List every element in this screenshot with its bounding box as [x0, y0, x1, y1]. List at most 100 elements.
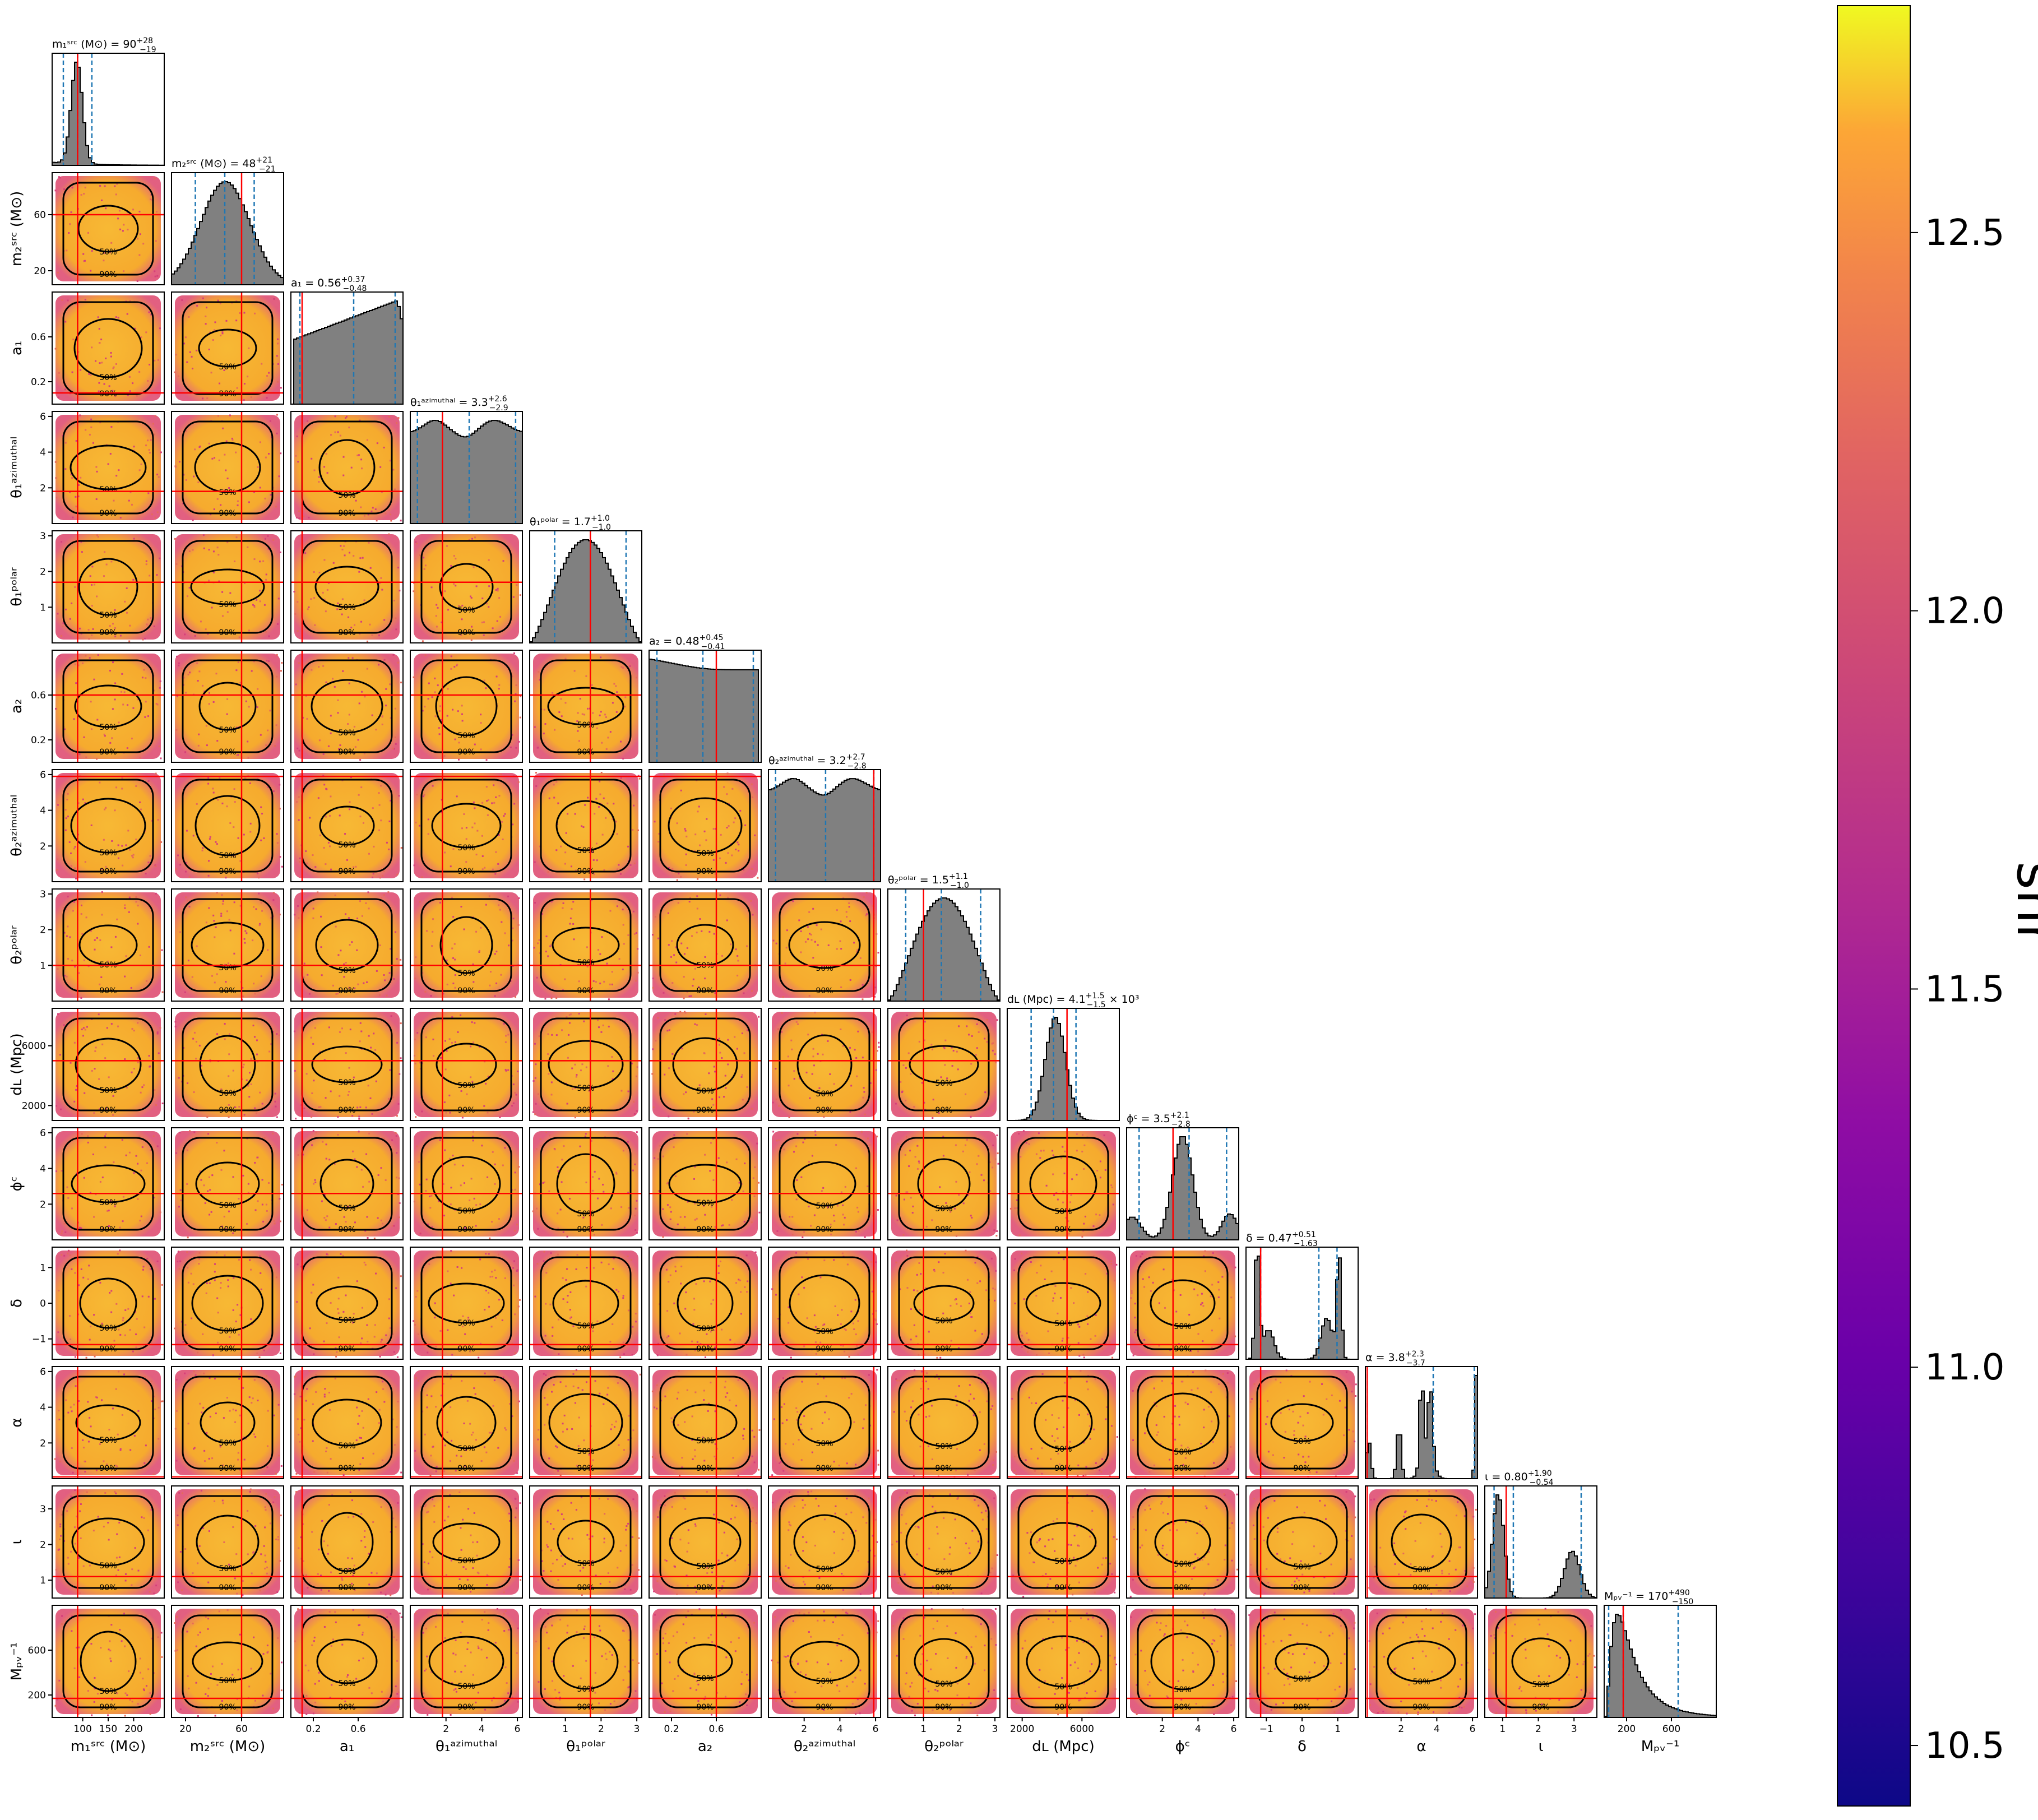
scatter-point: [83, 1177, 85, 1179]
scatter-point: [372, 876, 374, 878]
scatter-point: [616, 833, 618, 835]
scatter-point: [552, 692, 554, 694]
scatter-point: [855, 1230, 857, 1233]
scatter-point: [192, 1038, 194, 1040]
scatter-point: [323, 784, 326, 786]
scatter-point: [216, 1033, 219, 1035]
scatter-point: [358, 454, 360, 456]
scatter-point: [67, 925, 69, 928]
scatter-point: [907, 1052, 910, 1054]
scatter-point: [816, 1373, 818, 1376]
scatter-point: [620, 740, 622, 743]
scatter-point: [923, 1353, 925, 1355]
contour-label-50: 50%: [577, 846, 594, 855]
scatter-point: [504, 1068, 507, 1071]
scatter-point: [516, 584, 518, 586]
scatter-point: [603, 1191, 605, 1193]
scatter-point: [69, 618, 71, 620]
scatter-point: [306, 717, 308, 720]
scatter-point: [680, 876, 682, 878]
scatter-point: [196, 945, 198, 947]
scatter-point: [235, 319, 238, 322]
scatter-point: [498, 597, 501, 599]
scatter-point: [585, 1182, 587, 1184]
scatter-point: [1309, 1381, 1311, 1383]
scatter-point: [473, 1197, 475, 1200]
scatter-point: [1020, 1156, 1022, 1158]
scatter-point: [1034, 1470, 1036, 1472]
scatter-point: [369, 1097, 372, 1099]
scatter-point: [464, 1465, 466, 1467]
scatter-point: [345, 415, 348, 418]
scatter-point: [400, 847, 402, 849]
scatter-point: [421, 876, 423, 878]
scatter-point: [712, 1299, 715, 1301]
scatter-point: [483, 679, 485, 682]
scatter-point: [1308, 1456, 1310, 1458]
y-tick-label: 0: [40, 1298, 46, 1309]
scatter-point: [443, 755, 446, 757]
scatter-point: [452, 1155, 454, 1157]
scatter-point: [358, 794, 360, 796]
scatter-point: [382, 1388, 385, 1390]
scatter-point: [124, 1334, 126, 1336]
scatter-point: [297, 747, 299, 749]
y-tick-label: 2: [40, 567, 46, 578]
scatter-point: [671, 868, 674, 870]
scatter-point: [229, 1410, 231, 1412]
scatter-point: [753, 1195, 756, 1197]
scatter-point: [187, 595, 189, 598]
scatter-point: [771, 1288, 773, 1290]
contour-label-90: 90%: [816, 1345, 833, 1354]
scatter-point: [439, 1057, 442, 1059]
scatter-point: [155, 892, 157, 895]
scatter-point: [128, 499, 130, 502]
scatter-point: [177, 375, 179, 377]
scatter-point: [381, 1339, 383, 1341]
scatter-point: [370, 1046, 372, 1049]
scatter-point: [921, 1082, 923, 1084]
panel-frame: [171, 1247, 284, 1360]
scatter-point: [472, 1140, 474, 1142]
panel-frame: [1007, 1366, 1120, 1479]
scatter-point: [680, 1265, 683, 1267]
scatter-point: [581, 713, 583, 715]
scatter-point: [207, 1133, 210, 1135]
scatter-point: [159, 680, 161, 683]
scatter-point: [693, 850, 696, 852]
panel-dl-vs-a2: 50%90%: [649, 1008, 762, 1121]
scatter-point: [193, 1091, 195, 1094]
scatter-point: [735, 849, 737, 851]
scatter-point: [594, 1380, 596, 1382]
scatter-density: [175, 415, 280, 520]
scatter-point: [270, 1043, 272, 1045]
scatter-point: [910, 1308, 913, 1310]
scatter-point: [266, 1445, 268, 1447]
scatter-point: [976, 1047, 978, 1049]
scatter-point: [434, 715, 437, 717]
scatter-point: [468, 539, 470, 541]
scatter-point: [71, 602, 73, 604]
contour-label-90: 90%: [816, 1106, 833, 1115]
scatter-point: [256, 599, 258, 601]
scatter-point: [160, 451, 162, 453]
scatter-point: [224, 1023, 226, 1025]
scatter-point: [92, 1530, 95, 1532]
scatter-point: [225, 469, 227, 471]
scatter-point: [1025, 1142, 1027, 1144]
contour-50: [1034, 1395, 1093, 1450]
scatter-point: [507, 1034, 510, 1036]
scatter-point: [211, 1174, 214, 1177]
scatter-point: [295, 683, 297, 686]
scatter-point: [306, 862, 308, 864]
scatter-point: [196, 349, 198, 351]
scatter-point: [279, 808, 281, 810]
scatter-point: [360, 1437, 362, 1439]
scatter-point: [685, 853, 687, 855]
scatter-point: [592, 1330, 594, 1332]
scatter-point: [303, 515, 305, 517]
scatter-point: [390, 1015, 392, 1017]
scatter-point: [989, 1161, 991, 1163]
scatter-point: [980, 1381, 983, 1383]
